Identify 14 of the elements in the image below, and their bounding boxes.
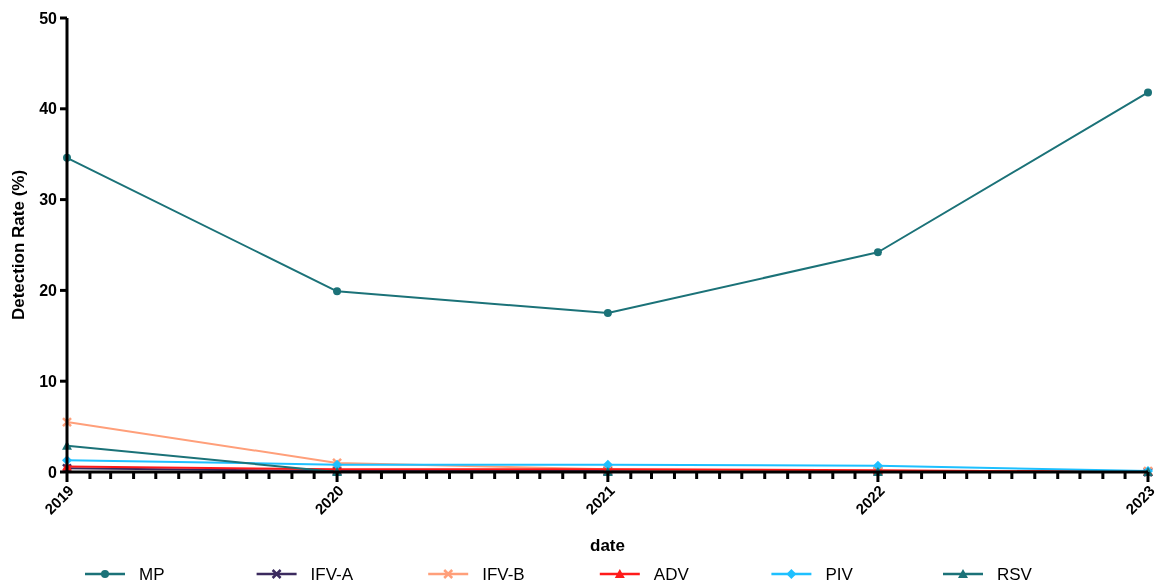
legend-label: ADV xyxy=(653,564,690,584)
x-axis-title: date xyxy=(590,536,625,555)
y-tick-label: 30 xyxy=(39,191,58,209)
legend-label: MP xyxy=(139,564,165,584)
y-tick-label: 40 xyxy=(39,100,58,118)
y-tick-label: 20 xyxy=(39,282,58,299)
legend-label: PIV xyxy=(825,564,854,584)
legend-label: RSV xyxy=(997,564,1033,584)
y-tick-label: 50 xyxy=(39,9,58,27)
legend-label: IFV-B xyxy=(482,564,525,584)
y-axis-title: Detection Rate (%) xyxy=(9,169,28,321)
y-tick-label: 0 xyxy=(48,463,58,481)
legend-label: IFV-A xyxy=(310,564,354,584)
y-tick-label: 10 xyxy=(39,372,58,390)
